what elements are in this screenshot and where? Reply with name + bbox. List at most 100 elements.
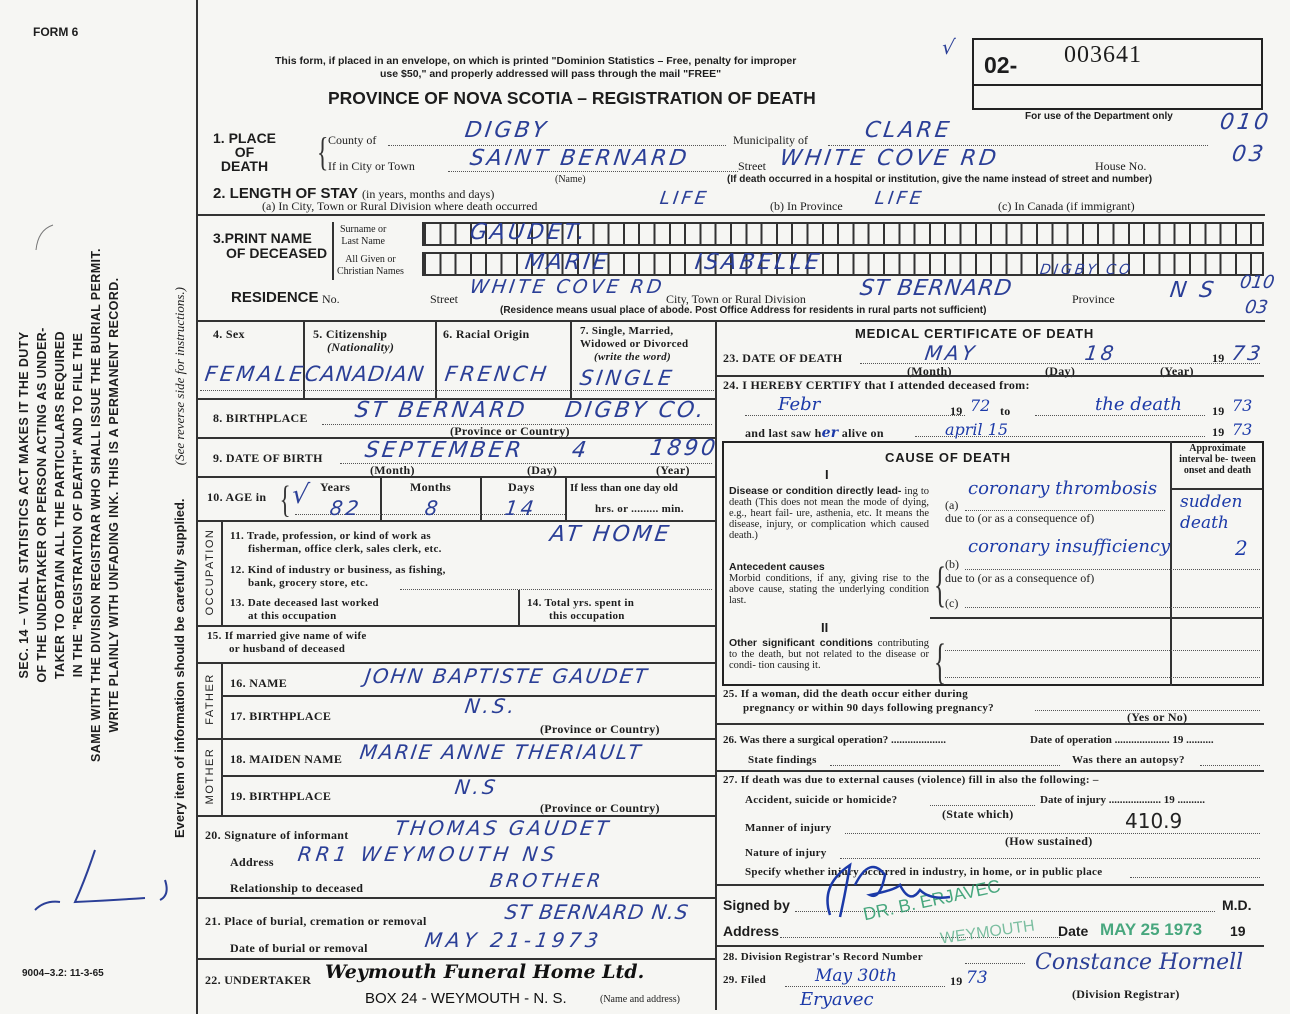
margin-arc	[35, 224, 54, 251]
hospital-note: (If death occurred in a hospital or inst…	[727, 174, 1153, 185]
residence-label: RESIDENCE	[231, 289, 319, 306]
mother-birthplace-note: (Province or Country)	[540, 801, 660, 815]
form-code: 9004–3.2: 11-3-65	[22, 968, 104, 979]
citizenship-label: 5. Citizenship	[313, 327, 388, 341]
margin-scribble	[34, 849, 168, 911]
q25-label: 25. If a woman, did the death occur eith…	[723, 688, 994, 714]
dod-label: 23. DATE OF DEATH	[723, 351, 843, 365]
due-to-b: due to (or as a consequence of)	[945, 571, 1095, 585]
q12-label: 12. Kind of industry or business, as fis…	[230, 564, 446, 589]
given-name-1: MARIE	[523, 250, 612, 275]
part-1: I	[825, 467, 829, 482]
undertaker-note: (Name and address)	[600, 994, 680, 1005]
q26-label: 26. Was there a surgical operation? ....…	[723, 734, 946, 746]
dept-only: For use of the Department only	[1025, 111, 1173, 122]
year-note: (Year)	[656, 463, 690, 477]
province-label: Province	[1072, 292, 1115, 306]
father-birthplace-note: (Province or Country)	[540, 722, 660, 736]
father-name-label: 16. NAME	[230, 676, 288, 690]
last-saw-label: and last saw her alive on	[745, 425, 884, 441]
attended-to: the death	[1095, 394, 1182, 415]
street-value: WHITE COVE RD	[778, 146, 1001, 171]
age-label: 10. AGE in	[207, 490, 267, 504]
doctor-signature	[826, 862, 951, 918]
age-months: 8	[423, 496, 443, 520]
act-line: TAKER TO OBTAIN ALL THE PARTICULARS REQU…	[53, 331, 67, 679]
form-id: FORM 6	[33, 25, 79, 39]
q15-label: 15. If married give name of wife or husba…	[207, 630, 367, 655]
residence-county: DIGBY CO	[1038, 262, 1135, 278]
undertaker-stamp: Weymouth Funeral Home Ltd.	[325, 961, 645, 983]
age-years: 82	[328, 496, 364, 520]
burial-place-label: 21. Place of burial, cremation or remova…	[205, 914, 427, 928]
racial-value: FRENCH	[443, 362, 551, 386]
other-conditions-text: Other significant conditions contributin…	[729, 637, 929, 672]
residence-no-label: No.	[322, 292, 340, 306]
to-century: 19	[1212, 404, 1225, 418]
less-than-day-label: If less than one day old	[570, 482, 678, 494]
filed-label: 29. Filed	[723, 974, 767, 986]
mail-notice: This form, if placed in an envelope, on …	[275, 55, 797, 67]
surname-label: Surname or Last Name	[340, 224, 387, 247]
informant-sig-label: 20. Signature of informant	[205, 828, 349, 842]
act-line: IN THE "REGISTRATION OF DEATH" AND TO FI…	[71, 332, 85, 678]
signed-by-label: Signed by	[723, 897, 790, 913]
dod-day: 18	[1083, 341, 1119, 365]
check-mark: √	[940, 35, 960, 59]
act-notice: SEC. 14 – VITAL STATISTICS ACT MAKES IT …	[15, 195, 145, 815]
reg-number: 003641	[1064, 42, 1142, 68]
state-which-note: (State which)	[942, 807, 1014, 821]
operation-date-label: Date of operation .................... 1…	[1030, 734, 1214, 746]
due-to-a: due to (or as a consequence of)	[945, 511, 1095, 525]
stay-a-value: LIFE	[658, 188, 711, 209]
stay-b-value: LIFE	[873, 188, 926, 209]
marital-value: SINGLE	[578, 366, 677, 390]
q11-value: AT HOME	[548, 522, 674, 547]
direct-cause-text: Disease or condition directly lead- ing …	[729, 485, 929, 542]
stay-c-label: (c) In Canada (if immigrant)	[998, 199, 1135, 213]
given-label: All Given or Christian Names	[337, 254, 404, 277]
mail-notice-2: use $50," and properly addressed will pa…	[380, 68, 722, 80]
attended-from: Febr	[778, 394, 821, 415]
address-label: Address	[723, 923, 780, 939]
county-value: DIGBY	[463, 118, 551, 143]
act-line: SEC. 14 – VITAL STATISTICS ACT MAKES IT …	[17, 331, 31, 679]
years-label: Years	[320, 480, 351, 494]
surname-boxes	[422, 222, 1264, 246]
residence-street-label: Street	[430, 292, 458, 306]
dob-month: SEPTEMBER	[363, 438, 526, 463]
burial-date-label: Date of burial or removal	[230, 941, 368, 955]
date-stamp: MAY 25 1973	[1100, 920, 1203, 939]
filed-date: May 30th	[815, 966, 897, 986]
from-year: 72	[970, 396, 991, 415]
county-label: County of	[328, 133, 377, 147]
dod-month-note: (Month)	[907, 364, 952, 378]
cause-a-interval: sudden death	[1180, 492, 1243, 533]
reg-prefix: 02-	[984, 52, 1018, 78]
from-century: 19	[950, 404, 963, 418]
dob-label: 9. DATE OF BIRTH	[213, 451, 323, 465]
birthplace-label: 8. BIRTHPLACE	[213, 411, 308, 425]
name-note: (Name)	[555, 174, 586, 185]
brace: {	[316, 129, 329, 174]
medical-title: MEDICAL CERTIFICATE OF DEATH	[855, 326, 1095, 341]
month-note: (Month)	[370, 463, 415, 477]
dob-year: 1890	[648, 436, 720, 461]
street-label: Street	[738, 159, 766, 173]
q27-label: 27. If death was due to external causes …	[723, 774, 1099, 786]
findings-label: State findings	[748, 754, 817, 766]
md-label: M.D.	[1222, 897, 1252, 913]
cause-b: coronary insufficiency	[968, 536, 1171, 557]
municipality-value: CLARE	[863, 118, 954, 143]
last-year: 73	[1232, 420, 1253, 439]
manner-label: Manner of injury	[745, 822, 832, 834]
act-line: WRITE PLAINLY WITH UNFADING INK. THIS IS…	[107, 277, 121, 733]
c-label: (c)	[945, 596, 959, 610]
occupation-strip: OCCUPATION	[204, 528, 216, 616]
filed-year: 73	[966, 968, 988, 988]
age-days: 14	[503, 496, 539, 520]
place-label: 1. PLACE OF DEATH	[213, 130, 277, 174]
specify-label: Specify whether injury occurred in indus…	[745, 866, 1103, 878]
sex-value: FEMALE	[203, 362, 308, 386]
municipality-code: 010	[1218, 110, 1273, 135]
